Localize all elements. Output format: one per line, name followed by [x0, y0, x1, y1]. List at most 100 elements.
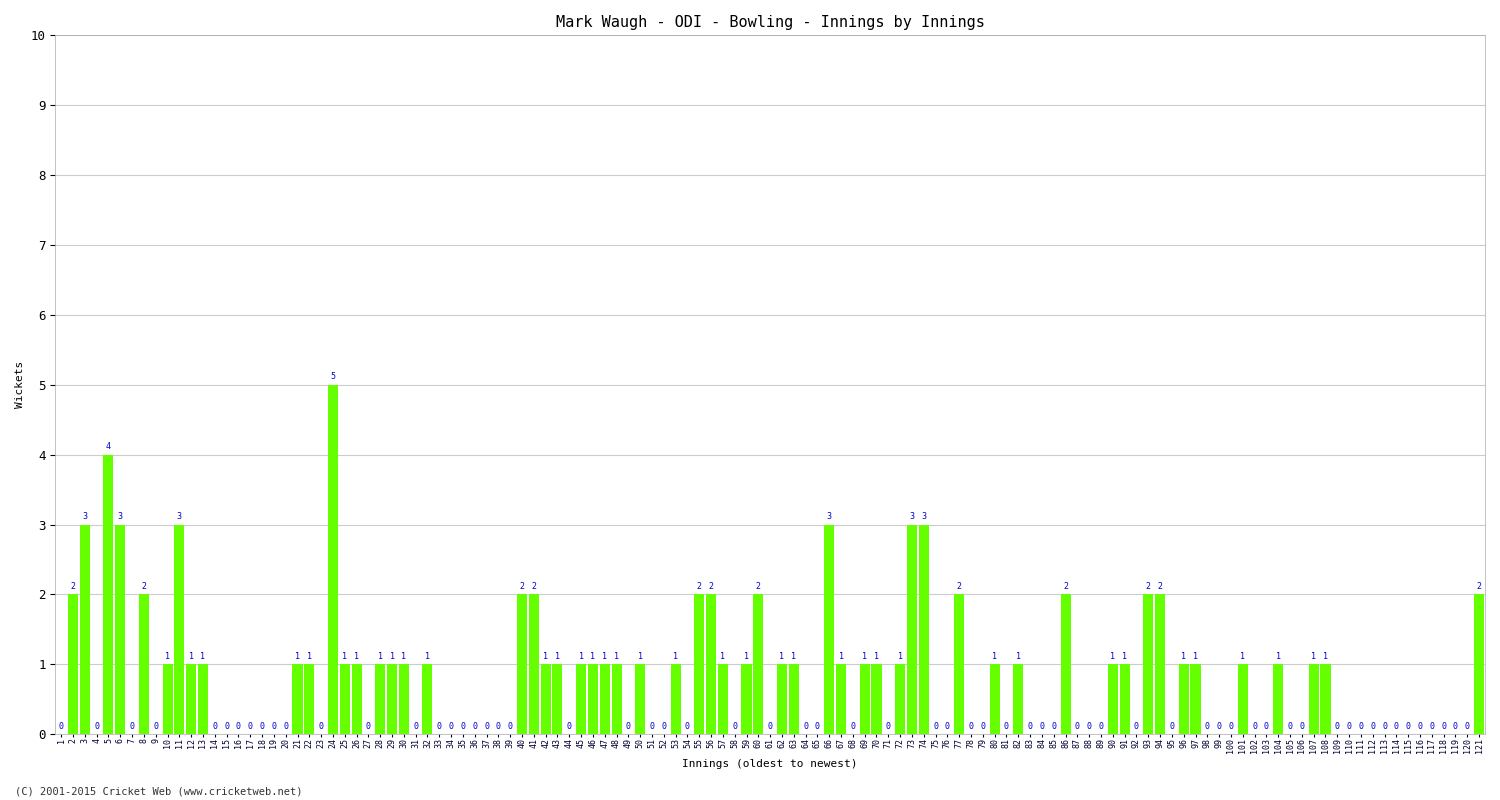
Text: 2: 2: [70, 582, 75, 591]
Text: 0: 0: [484, 722, 489, 730]
Bar: [80, 525, 90, 734]
Text: 0: 0: [1052, 722, 1056, 730]
Text: 3: 3: [921, 512, 926, 521]
Text: 0: 0: [1406, 722, 1410, 730]
Bar: [1108, 664, 1118, 734]
Text: 1: 1: [402, 652, 406, 661]
Bar: [706, 594, 716, 734]
Text: 1: 1: [1180, 652, 1186, 661]
Bar: [292, 664, 303, 734]
Text: 0: 0: [802, 722, 808, 730]
Bar: [540, 664, 550, 734]
Title: Mark Waugh - ODI - Bowling - Innings by Innings: Mark Waugh - ODI - Bowling - Innings by …: [555, 15, 984, 30]
Text: 0: 0: [236, 722, 242, 730]
Bar: [162, 664, 172, 734]
Text: 1: 1: [1275, 652, 1281, 661]
Bar: [1191, 664, 1200, 734]
Text: 1: 1: [792, 652, 796, 661]
Text: 1: 1: [591, 652, 596, 661]
Text: 0: 0: [153, 722, 158, 730]
Bar: [871, 664, 882, 734]
Bar: [375, 664, 386, 734]
Bar: [1155, 594, 1166, 734]
Text: 0: 0: [768, 722, 772, 730]
Text: 0: 0: [1466, 722, 1470, 730]
Bar: [896, 664, 904, 734]
Bar: [186, 664, 196, 734]
Text: 0: 0: [129, 722, 135, 730]
Bar: [612, 664, 621, 734]
Text: 1: 1: [1122, 652, 1126, 661]
Text: 0: 0: [1370, 722, 1376, 730]
Text: 0: 0: [1299, 722, 1305, 730]
Bar: [600, 664, 609, 734]
Text: 1: 1: [992, 652, 998, 661]
Bar: [718, 664, 728, 734]
Text: 2: 2: [1158, 582, 1162, 591]
Bar: [552, 664, 562, 734]
Text: 0: 0: [1170, 722, 1174, 730]
Text: 0: 0: [850, 722, 855, 730]
Text: 0: 0: [1252, 722, 1257, 730]
Text: 0: 0: [686, 722, 690, 730]
Bar: [351, 664, 361, 734]
Bar: [304, 664, 315, 734]
Text: 1: 1: [1323, 652, 1328, 661]
Text: 0: 0: [933, 722, 938, 730]
Bar: [836, 664, 846, 734]
Bar: [328, 385, 338, 734]
Text: 1: 1: [839, 652, 843, 661]
Text: 0: 0: [1359, 722, 1364, 730]
Text: 1: 1: [1311, 652, 1316, 661]
Text: 1: 1: [744, 652, 748, 661]
Text: 2: 2: [696, 582, 702, 591]
Text: 0: 0: [1228, 722, 1233, 730]
Bar: [518, 594, 526, 734]
Bar: [954, 594, 964, 734]
Text: 0: 0: [58, 722, 63, 730]
Text: 0: 0: [1040, 722, 1044, 730]
Bar: [339, 664, 350, 734]
Text: 0: 0: [224, 722, 230, 730]
Text: 0: 0: [1418, 722, 1422, 730]
Bar: [670, 664, 681, 734]
Text: 0: 0: [1076, 722, 1080, 730]
Text: 2: 2: [519, 582, 525, 591]
Text: 0: 0: [1098, 722, 1104, 730]
Bar: [576, 664, 586, 734]
Text: 0: 0: [318, 722, 324, 730]
Bar: [859, 664, 870, 734]
Text: 0: 0: [1382, 722, 1388, 730]
Text: 2: 2: [531, 582, 537, 591]
Text: 0: 0: [1264, 722, 1269, 730]
Text: 0: 0: [213, 722, 217, 730]
Text: 0: 0: [448, 722, 453, 730]
Text: 0: 0: [496, 722, 501, 730]
Text: 0: 0: [1454, 722, 1458, 730]
Text: 0: 0: [366, 722, 370, 730]
Text: 1: 1: [614, 652, 620, 661]
Bar: [399, 664, 410, 734]
Text: 1: 1: [189, 652, 194, 661]
Text: 2: 2: [141, 582, 147, 591]
Text: 1: 1: [674, 652, 678, 661]
Bar: [140, 594, 148, 734]
Text: 1: 1: [342, 652, 348, 661]
Text: 0: 0: [650, 722, 654, 730]
Text: 0: 0: [1442, 722, 1446, 730]
Text: 0: 0: [1430, 722, 1434, 730]
Text: 0: 0: [272, 722, 276, 730]
Bar: [104, 454, 114, 734]
Bar: [1320, 664, 1330, 734]
Text: 0: 0: [1004, 722, 1010, 730]
Text: 0: 0: [626, 722, 632, 730]
Text: 0: 0: [413, 722, 419, 730]
Text: 1: 1: [720, 652, 726, 661]
Text: 1: 1: [897, 652, 903, 661]
Bar: [741, 664, 752, 734]
Bar: [1014, 664, 1023, 734]
Text: 1: 1: [555, 652, 560, 661]
Text: 3: 3: [118, 512, 123, 521]
Bar: [634, 664, 645, 734]
Bar: [1119, 664, 1130, 734]
